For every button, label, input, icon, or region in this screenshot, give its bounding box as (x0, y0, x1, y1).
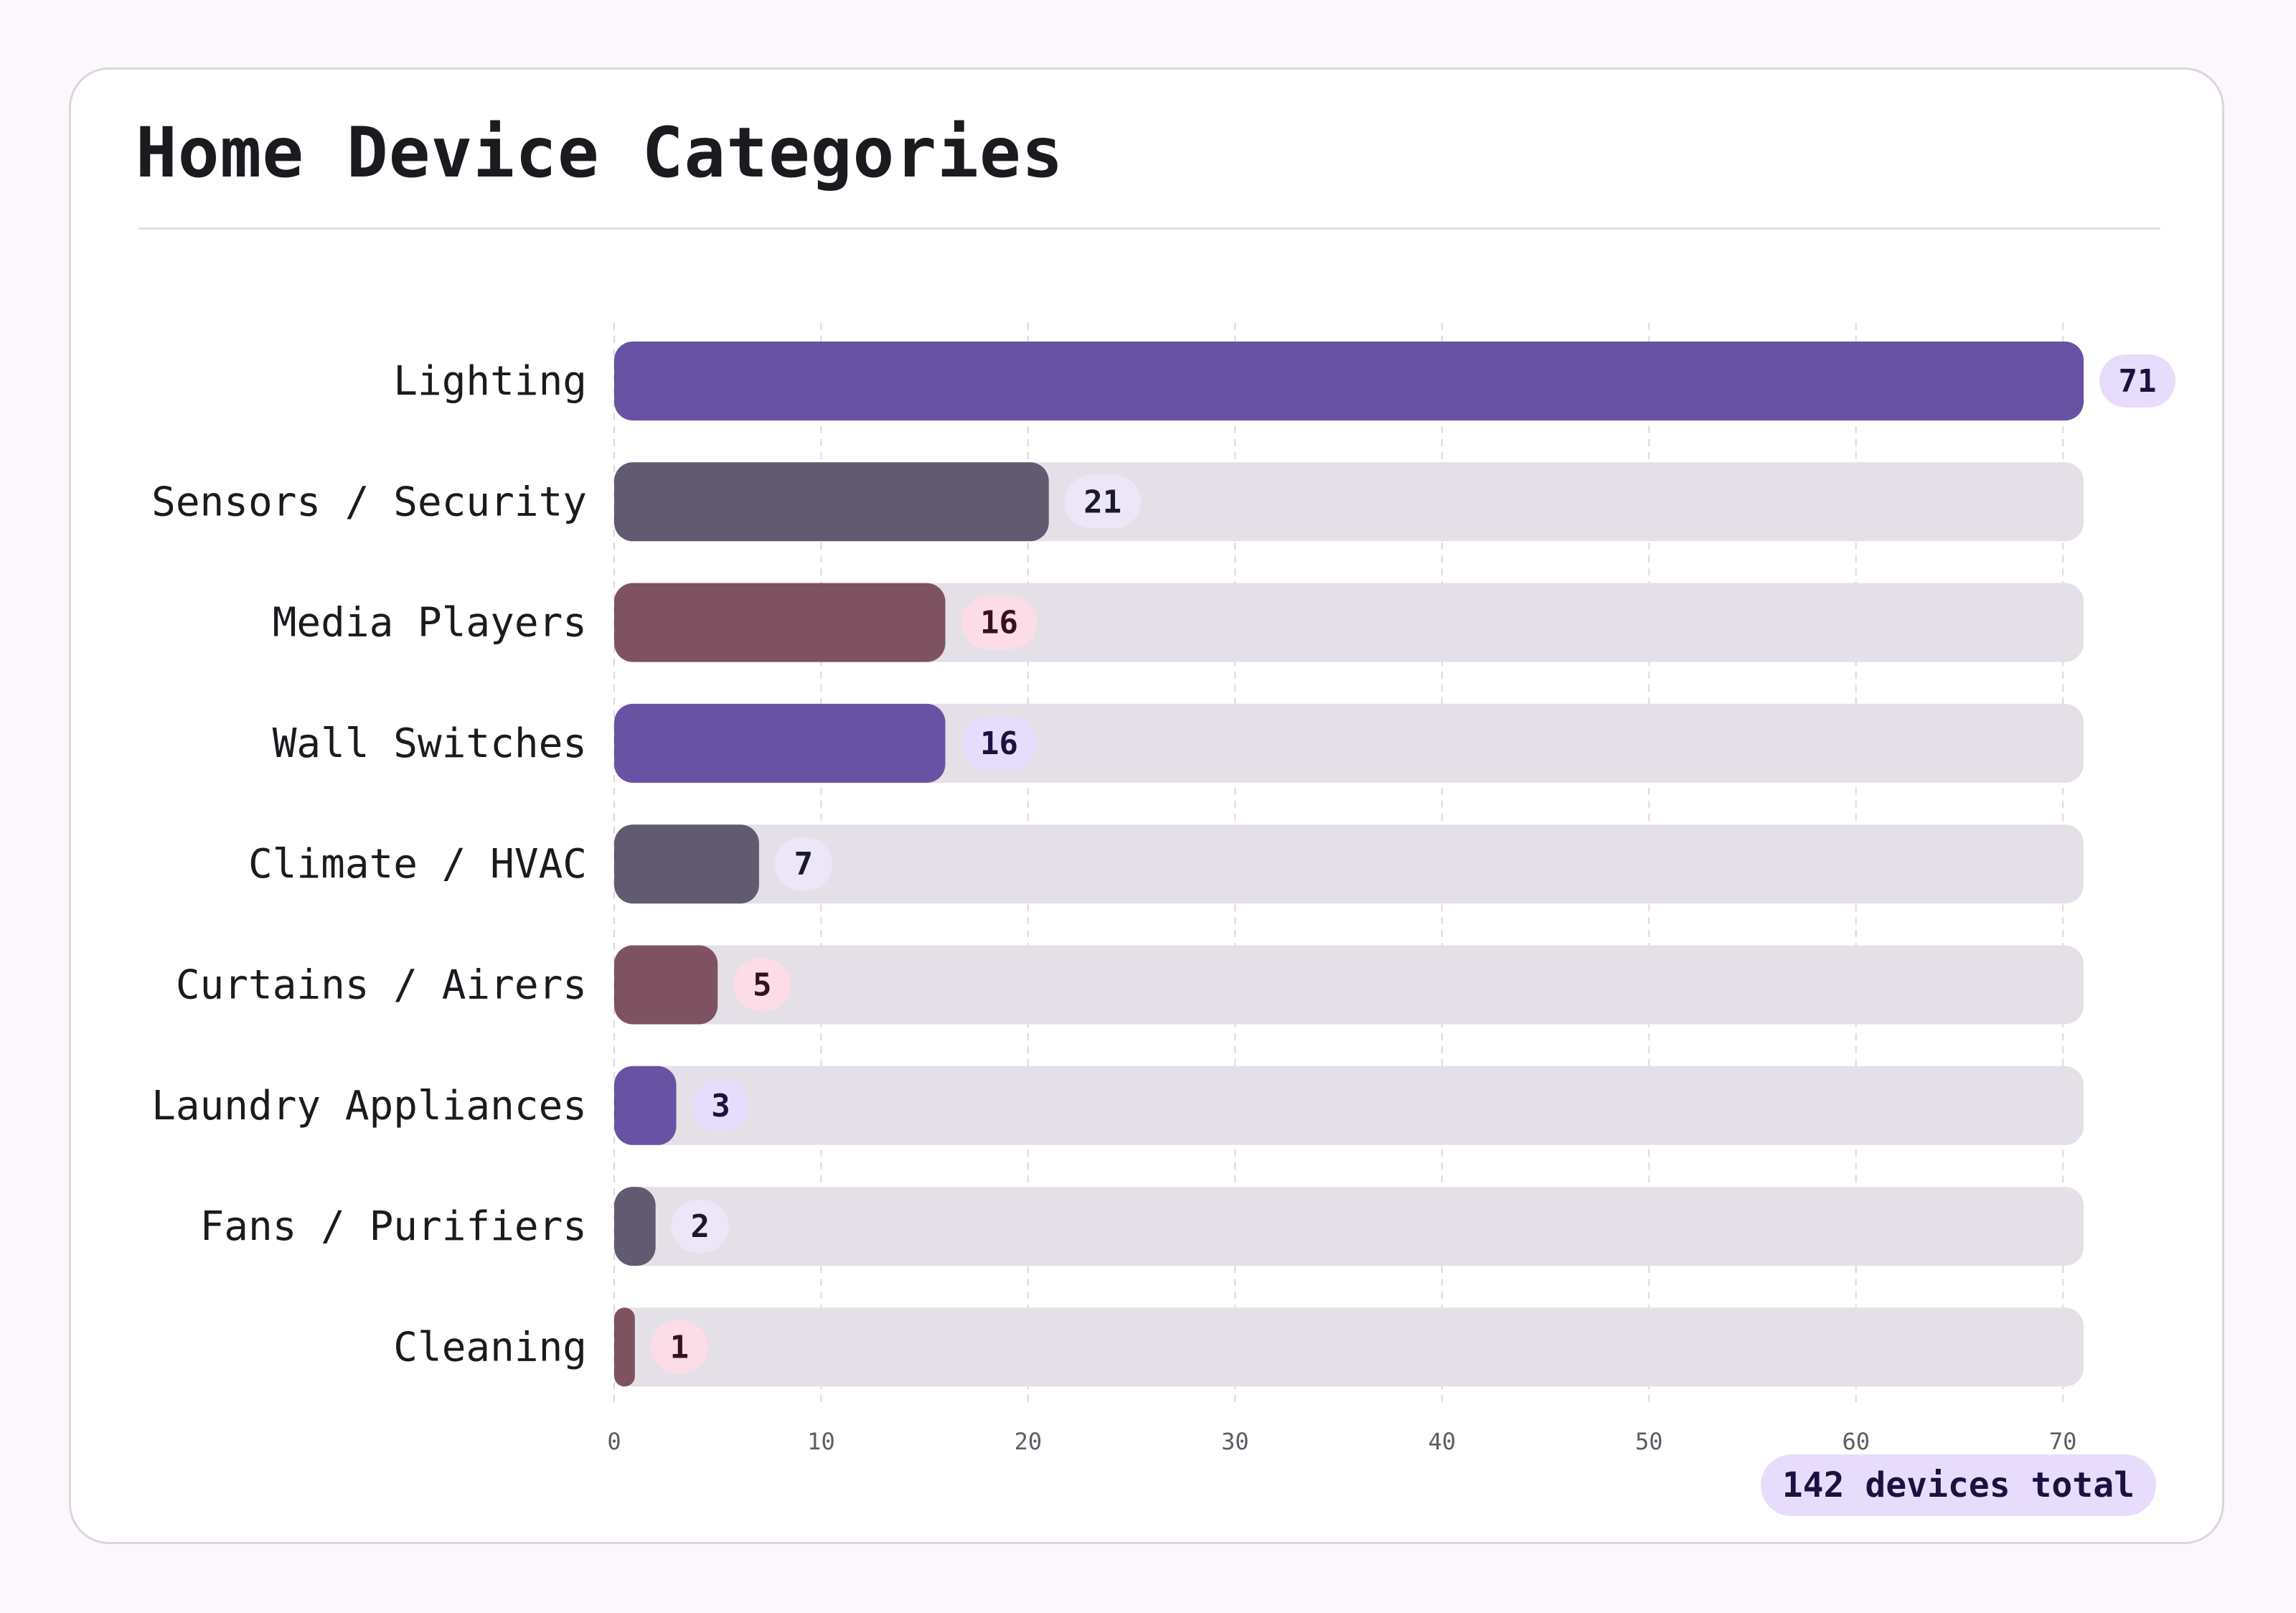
value-label: 3 (711, 1088, 730, 1124)
value-label: 7 (794, 846, 814, 883)
category-label: Media Players (273, 600, 587, 646)
bar-track (614, 1187, 2084, 1266)
category-label: Wall Switches (273, 720, 587, 767)
value-badge (961, 596, 1038, 649)
total-devices-badge: 142 devices total (1760, 1454, 2156, 1516)
category-label: Climate / HVAC (248, 841, 587, 888)
bar (614, 1187, 656, 1266)
x-tick-label: 50 (1635, 1428, 1663, 1455)
x-tick-label: 20 (1015, 1428, 1043, 1455)
category-label: Curtains / Airers (176, 962, 587, 1009)
category-label: Laundry Appliances (151, 1083, 587, 1129)
bar-track (614, 824, 2084, 904)
x-tick-label: 30 (1221, 1428, 1249, 1455)
value-badge (961, 716, 1038, 770)
x-axis-ticks: 0 10 20 30 40 50 60 70 (607, 1428, 2076, 1455)
bar (614, 824, 759, 904)
value-label: 5 (753, 967, 772, 1004)
bar-track (614, 1307, 2084, 1387)
bars (614, 342, 2084, 1387)
bar (614, 945, 718, 1025)
x-tick-label: 40 (1429, 1428, 1457, 1455)
x-tick-label: 0 (607, 1428, 621, 1455)
bar-track (614, 1066, 2084, 1145)
value-badge (2099, 354, 2175, 408)
category-label: Fans / Purifiers (200, 1203, 587, 1250)
value-label: 16 (980, 605, 1018, 641)
category-label: Lighting (393, 358, 587, 405)
x-tick-label: 70 (2049, 1428, 2077, 1455)
category-label: Cleaning (393, 1324, 587, 1370)
bar (614, 1307, 635, 1387)
category-labels: Lighting Sensors / Security Media Players W… (151, 358, 587, 1370)
x-tick-label: 60 (1842, 1428, 1870, 1455)
chart-title: Home Device Categories (136, 113, 1064, 193)
bar (614, 583, 946, 662)
category-label: Sensors / Security (151, 479, 587, 525)
bar (614, 703, 946, 783)
value-label: 1 (670, 1329, 690, 1365)
value-badge (650, 1320, 708, 1374)
value-label: 71 (2119, 363, 2157, 400)
value-label: 2 (690, 1208, 710, 1245)
value-label: 16 (980, 725, 1018, 762)
title-divider (138, 227, 2160, 230)
value-badge (671, 1200, 729, 1254)
bar-track (614, 945, 2084, 1025)
bar (614, 462, 1049, 542)
value-badge (692, 1078, 750, 1132)
chart-card: Home Device Categories 142 devices total (69, 67, 2224, 1544)
x-tick-label: 10 (807, 1428, 835, 1455)
value-badge (733, 958, 791, 1012)
value-badge (774, 837, 832, 891)
value-badge (1064, 475, 1141, 529)
value-label: 21 (1083, 484, 1121, 520)
bar (614, 1066, 677, 1145)
bar (614, 342, 2084, 420)
